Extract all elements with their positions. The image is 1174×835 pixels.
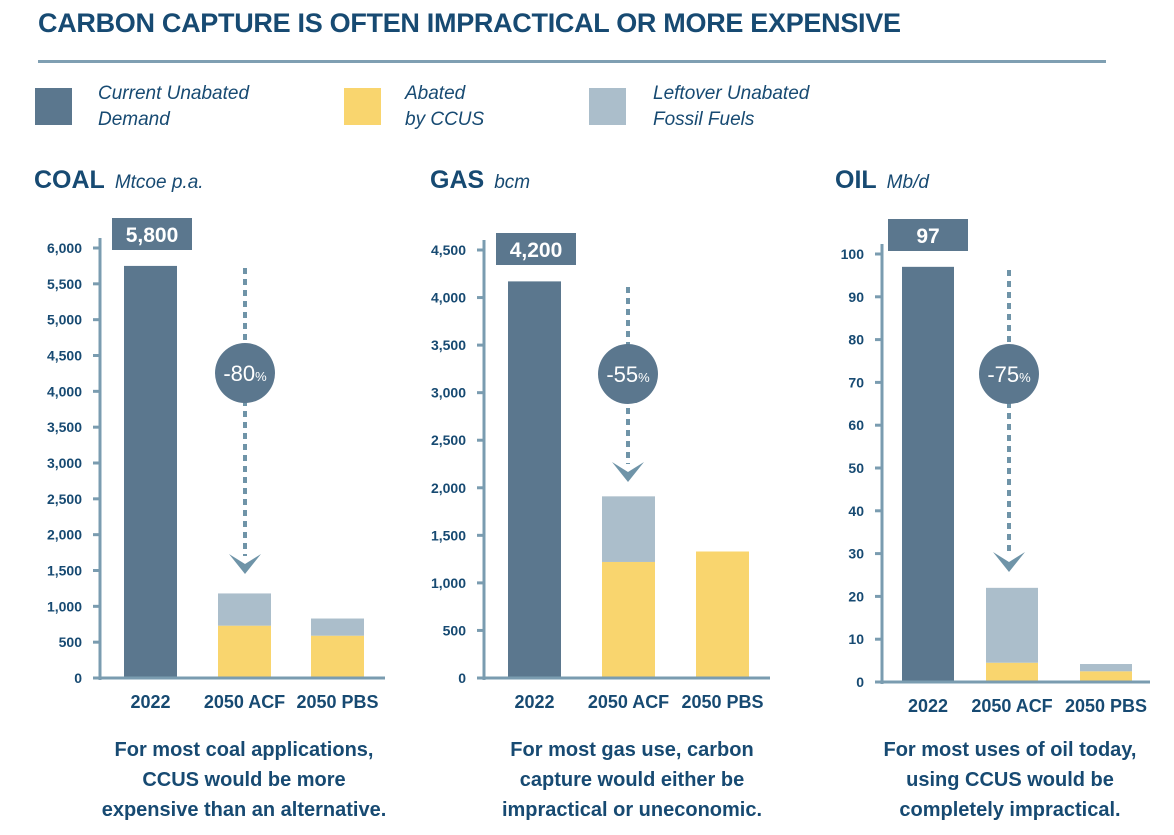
page-title: CARBON CAPTURE IS OFTEN IMPRACTICAL OR M… <box>38 8 901 38</box>
coal-ytick-label: 4,000 <box>47 383 82 399</box>
coal-value-label: 5,800 <box>126 224 179 247</box>
oil-ytick-label: 50 <box>848 460 864 476</box>
gas-xtick-label: 2050 PBS <box>681 692 763 712</box>
gas-value-label: 4,200 <box>510 239 563 262</box>
coal-ytick-label: 1,500 <box>47 563 82 579</box>
gas-arrowhead-icon <box>612 462 644 482</box>
oil-ytick-label: 30 <box>848 546 864 562</box>
coal-ytick-label: 3,500 <box>47 419 82 435</box>
coal-chart-title: COAL Mtcoe p.a. <box>34 166 204 194</box>
oil-xtick-label: 2022 <box>908 696 948 716</box>
oil-reduction-label: -75% <box>987 362 1031 387</box>
coal-ytick-label: 4,500 <box>47 348 82 364</box>
gas-ytick-label: 0 <box>458 670 466 686</box>
legend-swatch-current <box>35 88 72 125</box>
gas-ytick-label: 1,500 <box>431 527 466 543</box>
oil-ytick-label: 70 <box>848 374 864 390</box>
coal-arrowhead-icon <box>229 554 261 574</box>
gas-reduction-badge <box>598 344 658 404</box>
coal-ytick-label: 3,000 <box>47 455 82 471</box>
coal-xtick-label: 2022 <box>130 692 170 712</box>
coal-bar-leftover <box>311 618 364 636</box>
coal-ytick-label: 1,000 <box>47 598 82 614</box>
coal-caption: For most coal applications, CCUS would be… <box>101 739 387 821</box>
gas-ytick-label: 3,000 <box>431 385 466 401</box>
coal-ytick-label: 5,000 <box>47 312 82 328</box>
gas-ytick-label: 2,000 <box>431 480 466 496</box>
oil-bar-abated <box>986 662 1038 682</box>
oil-reduction-badge <box>979 344 1039 404</box>
coal-ytick-label: 500 <box>59 634 83 650</box>
gas-chart-title: GAS bcm <box>430 166 531 194</box>
legend-label-current: Current Unabated Demand <box>98 83 250 130</box>
coal-bar-abated <box>311 635 364 678</box>
title-divider <box>38 60 1106 63</box>
gas-ytick-label: 4,500 <box>431 242 466 258</box>
oil-value-label-box <box>888 219 968 251</box>
oil-ytick-label: 0 <box>856 674 864 690</box>
coal-ytick-label: 2,000 <box>47 527 82 543</box>
oil-xtick-label: 2050 PBS <box>1065 696 1147 716</box>
gas-ytick-label: 1,000 <box>431 575 466 591</box>
oil-arrowhead-icon <box>993 552 1025 572</box>
gas-ytick-label: 500 <box>443 622 467 638</box>
coal-reduction-badge <box>215 343 275 403</box>
oil-ytick-label: 10 <box>848 631 864 647</box>
gas-xtick-label: 2050 ACF <box>588 692 669 712</box>
gas-bar-leftover <box>602 496 655 562</box>
gas-caption: For most gas use, carbon capture would ei… <box>501 739 763 821</box>
coal-ytick-label: 2,500 <box>47 491 82 507</box>
coal-bar-leftover <box>218 593 271 626</box>
oil-ytick-label: 40 <box>848 503 864 519</box>
coal-value-label-box <box>112 218 192 250</box>
gas-ytick-label: 3,500 <box>431 337 466 353</box>
oil-value-label: 97 <box>916 225 939 248</box>
oil-xtick-label: 2050 ACF <box>971 696 1052 716</box>
oil-chart-title: OIL Mb/d <box>835 166 929 194</box>
oil-bar-leftover <box>986 587 1038 663</box>
coal-ytick-label: 5,500 <box>47 276 82 292</box>
gas-ytick-label: 4,000 <box>431 290 466 306</box>
coal-xtick-label: 2050 ACF <box>204 692 285 712</box>
legend-label-leftover: Leftover Unabated Fossil Fuels <box>653 83 810 130</box>
oil-bar-current <box>902 266 954 682</box>
oil-ytick-label: 100 <box>841 246 865 262</box>
coal-ytick-label: 0 <box>74 670 82 686</box>
gas-xtick-label: 2022 <box>514 692 554 712</box>
gas-bar-abated <box>602 561 655 678</box>
gas-bar-current <box>508 281 561 678</box>
coal-xtick-label: 2050 PBS <box>296 692 378 712</box>
oil-ytick-label: 20 <box>848 588 864 604</box>
gas-ytick-label: 2,500 <box>431 432 466 448</box>
oil-ytick-label: 60 <box>848 417 864 433</box>
coal-bar-abated <box>218 625 271 678</box>
legend-swatch-abated <box>344 88 381 125</box>
oil-caption: For most uses of oil today, using CCUS wo… <box>883 739 1137 821</box>
oil-ytick-label: 80 <box>848 332 864 348</box>
coal-ytick-label: 6,000 <box>47 240 82 256</box>
gas-value-label-box <box>496 233 576 265</box>
oil-bar-abated <box>1080 671 1132 682</box>
coal-reduction-label: -80% <box>223 361 267 386</box>
gas-reduction-label: -55% <box>606 362 650 387</box>
gas-bar-abated <box>696 551 749 678</box>
legend-swatch-leftover <box>589 88 626 125</box>
oil-bar-leftover <box>1080 664 1132 672</box>
legend-label-abated: Abated by CCUS <box>405 83 485 130</box>
coal-bar-current <box>124 265 177 678</box>
oil-ytick-label: 90 <box>848 289 864 305</box>
